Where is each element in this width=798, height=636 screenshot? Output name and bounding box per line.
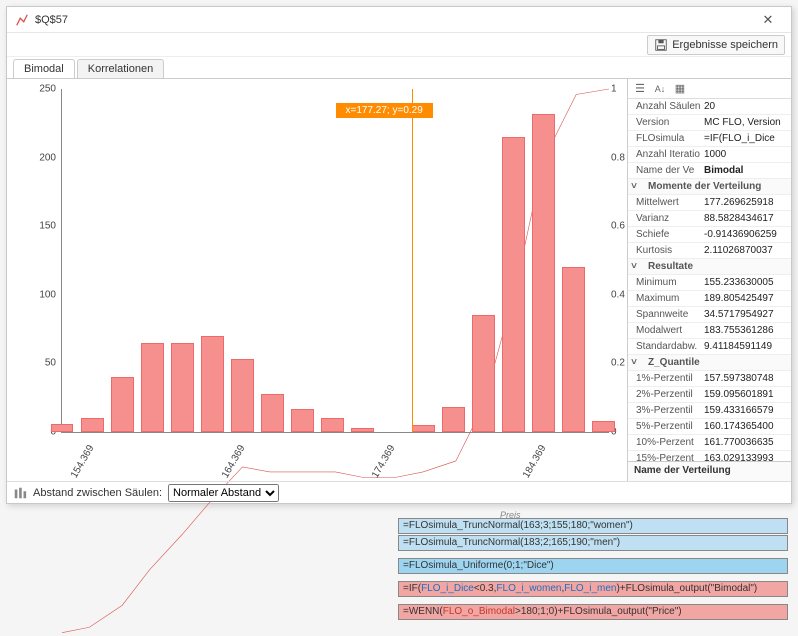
- prop-row[interactable]: FLOsimula=IF(FLO_i_Dice: [628, 131, 791, 147]
- prop-row[interactable]: Maximum189.805425497: [628, 291, 791, 307]
- prop-row[interactable]: Schiefe-0.91436906259: [628, 227, 791, 243]
- histogram-bar: [562, 267, 585, 432]
- bar-spacing-select[interactable]: Normaler Abstand: [168, 484, 279, 502]
- prop-cards-button[interactable]: ▦: [672, 81, 688, 97]
- histogram-bar: [502, 137, 525, 432]
- prop-toolbar: ☰ A↓ ▦: [628, 79, 791, 99]
- status-label: Abstand zwischen Säulen:: [33, 487, 162, 499]
- formula-row: =FLOsimula_TruncNormal(163;3;155;180;"wo…: [398, 518, 788, 534]
- prop-row[interactable]: 1%-Perzentil157.597380748: [628, 371, 791, 387]
- prop-row[interactable]: ˅Momente der Verteilung: [628, 179, 791, 195]
- prop-row[interactable]: Standardabw.9.41184591149: [628, 339, 791, 355]
- formula-row: =FLOsimula_TruncNormal(183;2;165;190;"me…: [398, 535, 788, 551]
- formula-row: =IF(FLO_i_Dice<0.3,FLO_i_women,FLO_i_men…: [398, 581, 788, 597]
- prop-sort-button[interactable]: ☰: [632, 81, 648, 97]
- histogram-bar: [351, 428, 374, 432]
- prop-row[interactable]: ˅Z_Quantile: [628, 355, 791, 371]
- formula-row: =WENN(FLO_o_Bimodal>180;1;0)+FLOsimula_o…: [398, 604, 788, 620]
- prop-row[interactable]: 5%-Perzentil160.174365400: [628, 419, 791, 435]
- prop-row[interactable]: Mittelwert177.269625918: [628, 195, 791, 211]
- histogram-bar: [111, 377, 134, 432]
- prop-row[interactable]: ˅Resultate: [628, 259, 791, 275]
- toolbar: Ergebnisse speichern: [7, 33, 791, 57]
- prop-row[interactable]: Name der VeBimodal: [628, 163, 791, 179]
- collapse-icon[interactable]: ˅: [628, 355, 640, 370]
- app-icon: [15, 13, 29, 27]
- histogram-bar: [532, 114, 555, 432]
- close-button[interactable]: ✕: [753, 12, 783, 28]
- prop-row[interactable]: Kurtosis2.11026870037: [628, 243, 791, 259]
- histogram-bar: [201, 336, 224, 432]
- histogram-bar: [291, 409, 314, 432]
- spacing-icon: [13, 486, 27, 500]
- prop-row[interactable]: Modalwert183.755361286: [628, 323, 791, 339]
- tab-strip: Bimodal Korrelationen: [7, 57, 791, 79]
- prop-row[interactable]: 3%-Perzentil159.433166579: [628, 403, 791, 419]
- formula-list: =FLOsimula_TruncNormal(163;3;155;180;"wo…: [398, 518, 788, 621]
- window-title: $Q$57: [35, 14, 753, 26]
- prop-az-button[interactable]: A↓: [652, 81, 668, 97]
- histogram-bar: [231, 359, 254, 432]
- histogram-bar: [171, 343, 194, 432]
- histogram-bar: [412, 425, 435, 432]
- prop-row[interactable]: VersionMC FLO, Version: [628, 115, 791, 131]
- histogram-bar: [51, 424, 74, 432]
- prop-row[interactable]: Anzahl Säulen20: [628, 99, 791, 115]
- save-results-button[interactable]: Ergebnisse speichern: [647, 35, 785, 55]
- collapse-icon[interactable]: ˅: [628, 259, 640, 274]
- histogram-bar: [472, 315, 495, 432]
- prop-row[interactable]: 2%-Perzentil159.095601891: [628, 387, 791, 403]
- titlebar: $Q$57 ✕: [7, 7, 791, 33]
- props-footer-label: Name der Verteilung: [627, 461, 791, 481]
- tab-korrelationen[interactable]: Korrelationen: [77, 59, 164, 78]
- collapse-icon[interactable]: ˅: [628, 179, 640, 194]
- prop-row[interactable]: Varianz88.5828434617: [628, 211, 791, 227]
- save-label: Ergebnisse speichern: [672, 39, 778, 51]
- chart-tooltip: x=177.27; y=0.29: [336, 103, 433, 118]
- histogram-bar: [321, 418, 344, 432]
- prop-row[interactable]: 10%-Perzent161.770036635: [628, 435, 791, 451]
- property-grid[interactable]: ☰ A↓ ▦ Anzahl Säulen20VersionMC FLO, Ver…: [627, 79, 791, 481]
- prop-row[interactable]: Spannweite34.5717954927: [628, 307, 791, 323]
- histogram-bar: [81, 418, 104, 432]
- prop-row[interactable]: Minimum155.233630005: [628, 275, 791, 291]
- chart-area: 05010015020025000.20.40.60.81154.369164.…: [7, 79, 627, 481]
- dialog-window: $Q$57 ✕ Ergebnisse speichern Bimodal Kor…: [6, 6, 792, 504]
- histogram-bar: [261, 394, 284, 432]
- save-icon: [654, 38, 668, 52]
- dialog-body: 05010015020025000.20.40.60.81154.369164.…: [7, 79, 791, 481]
- plot: 05010015020025000.20.40.60.81154.369164.…: [61, 89, 609, 433]
- histogram-bar: [141, 343, 164, 432]
- formula-row: =FLOsimula_Uniforme(0;1;"Dice"): [398, 558, 788, 574]
- prop-row[interactable]: Anzahl Iteratio1000: [628, 147, 791, 163]
- statusbar: Abstand zwischen Säulen: Normaler Abstan…: [7, 481, 791, 503]
- histogram-bar: [442, 407, 465, 432]
- tab-bimodal[interactable]: Bimodal: [13, 59, 75, 78]
- histogram-bar: [592, 421, 615, 432]
